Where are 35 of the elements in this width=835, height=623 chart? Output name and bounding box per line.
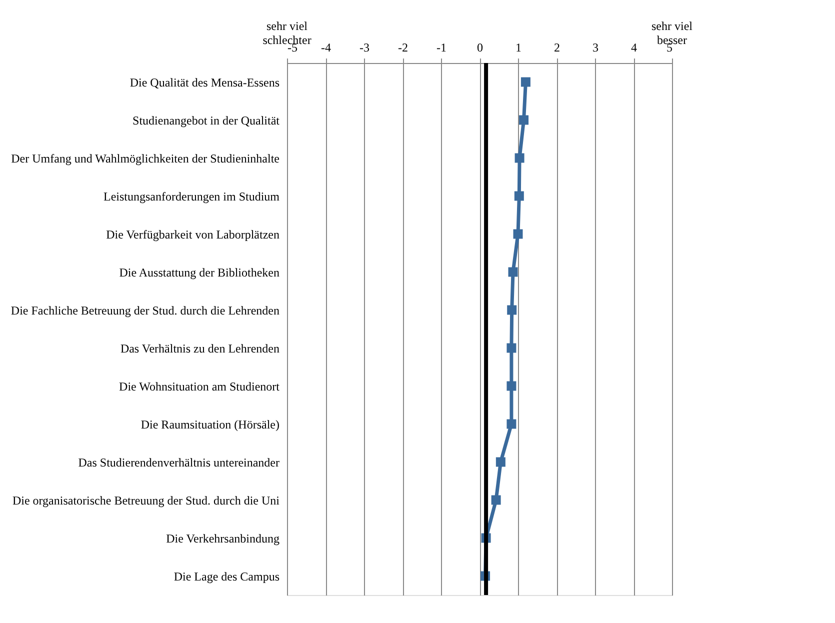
x-tick-label: 0 [477, 40, 483, 54]
y-tick-label: Leistungsanforderungen im Studium [104, 190, 280, 204]
y-tick-label: Der Umfang und Wahlmöglichkeiten der Studieninhalte [11, 152, 280, 166]
point [508, 267, 518, 277]
y-tick-label: Die Verkehrsanbindung [166, 532, 280, 546]
y-tick-label: Die Qualität des Mensa-Essens [130, 76, 280, 90]
point [507, 305, 517, 315]
point [514, 191, 524, 201]
y-tick-label: Die Verfügbarkeit von Laborplätzen [106, 228, 280, 242]
y-tick-label: Die Fachliche Betreuung der Stud. durch die Lehrenden [10, 304, 280, 318]
y-tick-label: Die Raumsituation (Hörsäle) [140, 418, 280, 432]
point [506, 419, 516, 429]
x-tick-label: 3 [592, 40, 598, 54]
x-tick-label: -1 [436, 40, 446, 54]
y-tick-label: Die Ausstattung der Bibliotheken [119, 266, 280, 280]
point [513, 229, 523, 239]
y-tick-label: Die Wohnsituation am Studienort [119, 380, 280, 394]
y-tick-label: Studienangebot in der Qualität [132, 114, 280, 128]
point [506, 343, 516, 353]
x-tick-label: -4 [321, 40, 331, 54]
y-tick-label: Das Verhältnis zu den Lehrenden [120, 342, 280, 356]
x-tick-label: 1 [516, 40, 522, 54]
point [506, 381, 516, 391]
point [496, 457, 506, 467]
y-tick-label: Die Lage des Campus [174, 570, 280, 584]
x-tick-label: 4 [631, 40, 637, 54]
x-tick-label: 2 [554, 40, 560, 54]
y-tick-label: Das Studierendenverhältnis untereinander [78, 456, 280, 470]
point [520, 77, 530, 87]
y-tick-label: Die organisatorische Betreuung der Stud. durch die Uni [12, 494, 280, 508]
point [519, 115, 529, 125]
x-tick-label: -2 [398, 40, 408, 54]
x-tick-label: -3 [360, 40, 370, 54]
point [491, 495, 501, 505]
point [514, 153, 524, 163]
